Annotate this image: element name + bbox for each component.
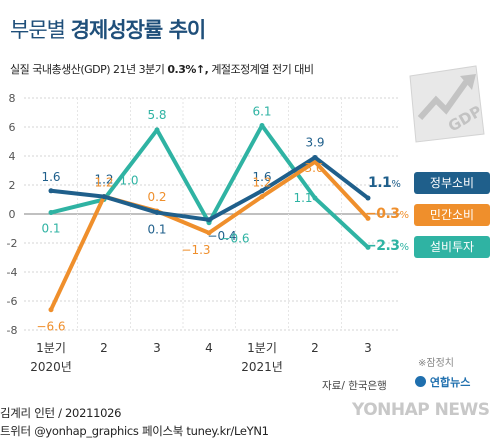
x-tick-label: 4 (205, 341, 213, 355)
end-value-private-number: −0.3 (365, 206, 400, 222)
y-tick-label: -6 (7, 295, 18, 308)
data-label-1-0: −6.6 (36, 320, 65, 334)
data-label-1-4: 1.2 (252, 176, 271, 190)
data-label-2-5: 1.1 (293, 191, 312, 205)
legend-government: 정부소비 (414, 172, 490, 194)
series-2-point-5 (312, 195, 318, 201)
source-text: 자료/ 한국은행 (322, 380, 387, 392)
x-tick-label: 3 (153, 341, 161, 355)
x-tick-label: 1분기 (247, 341, 277, 355)
series-0-point-5 (312, 154, 318, 160)
chart-title: 부문별 경제성장률 추이 (10, 14, 207, 44)
legend-facility: 설비투자 (414, 236, 490, 258)
series-0-point-2 (154, 210, 160, 216)
logo-icon (415, 376, 426, 387)
y-tick-label: 0 (9, 208, 16, 221)
data-label-1-1: 1.2 (94, 176, 113, 190)
title-bold: 경제성장률 추이 (70, 18, 207, 42)
data-label-0-0: 1.6 (41, 170, 60, 184)
byline: 김계리 인턴 / 20211026 (0, 406, 122, 420)
y-tick-label: -4 (7, 266, 18, 279)
year-label: 2020년 (30, 360, 72, 374)
logo-text: 연합뉴스 (429, 376, 471, 389)
data-label-2-3: −0.6 (220, 232, 249, 246)
y-tick-label: 2 (9, 179, 16, 192)
series-2-point-0 (48, 210, 54, 216)
watermark: YONHAP NEWS (352, 400, 490, 420)
end-value-government-number: 1.1 (368, 175, 392, 191)
series-0-point-0 (48, 188, 54, 194)
data-label-0-2: 0.1 (147, 223, 166, 237)
data-label-0-5: 3.9 (305, 135, 324, 149)
yonhap-logo: 연합뉴스 (415, 374, 470, 390)
data-label-1-3: −1.3 (181, 243, 210, 257)
series-1-point-6 (365, 215, 371, 221)
data-label-0-1: 1.2 (94, 173, 113, 187)
series-1-point-3 (206, 230, 212, 236)
x-tick-label: 3 (364, 341, 372, 355)
series-2-point-4 (259, 123, 265, 129)
title-light: 부문별 (10, 18, 66, 42)
data-label-2-1: 1.0 (119, 174, 138, 188)
series-0-point-1 (101, 194, 107, 200)
data-label-1-5: 3.6 (304, 161, 323, 175)
data-label-2-2: 5.8 (147, 108, 166, 122)
end-value-private: −0.3% (365, 206, 409, 222)
y-tick-label: 4 (9, 150, 16, 163)
series-0-point-4 (259, 188, 265, 194)
social-links: 트위터 @yonhap_graphics 페이스북 tuney.kr/LeYN1 (0, 424, 269, 438)
x-tick-label: 1분기 (36, 341, 66, 355)
subtitle-value: 0.3%↑, (167, 63, 209, 76)
end-value-facility-unit: % (399, 242, 410, 253)
series-0-point-3 (206, 217, 212, 223)
subtitle-post: 계절조정계열 전기 대비 (211, 63, 314, 76)
provisional-note: ※잠정치 (418, 358, 454, 369)
legend-private: 민간소비 (414, 204, 490, 226)
y-tick-label: 8 (9, 92, 16, 105)
end-value-government-unit: % (391, 179, 401, 190)
chart-subtitle: 실질 국내총생산(GDP) 21년 3분기 0.3%↑, 계절조정계열 전기 대… (10, 61, 314, 77)
y-tick-label: 6 (9, 121, 16, 134)
data-label-1-2: 0.2 (147, 190, 166, 204)
series-2-point-2 (154, 127, 160, 133)
end-value-government: 1.1% (368, 175, 401, 191)
y-tick-label: -2 (7, 237, 18, 250)
data-label-0-4: 1.6 (252, 170, 271, 184)
x-tick-label: 2 (100, 341, 108, 355)
year-label: 2021년 (241, 360, 283, 374)
data-label-2-0: 0.1 (41, 222, 60, 236)
series-2-point-6 (365, 244, 371, 250)
end-value-facility-number: −2.3 (365, 238, 400, 254)
gdp-chart-icon: GDP (409, 65, 485, 143)
x-tick-label: 2 (311, 341, 319, 355)
data-label-2-4: 6.1 (252, 105, 271, 119)
series-1-point-0 (48, 307, 54, 313)
end-value-facility: −2.3% (365, 238, 409, 254)
data-label-0-3: −0.4 (207, 229, 236, 243)
subtitle-pre: 실질 국내총생산(GDP) 21년 3분기 (10, 63, 165, 76)
series-1-point-4 (259, 194, 265, 200)
series-0-point-6 (365, 195, 371, 201)
end-value-private-unit: % (399, 210, 410, 221)
y-tick-label: -8 (7, 324, 18, 337)
